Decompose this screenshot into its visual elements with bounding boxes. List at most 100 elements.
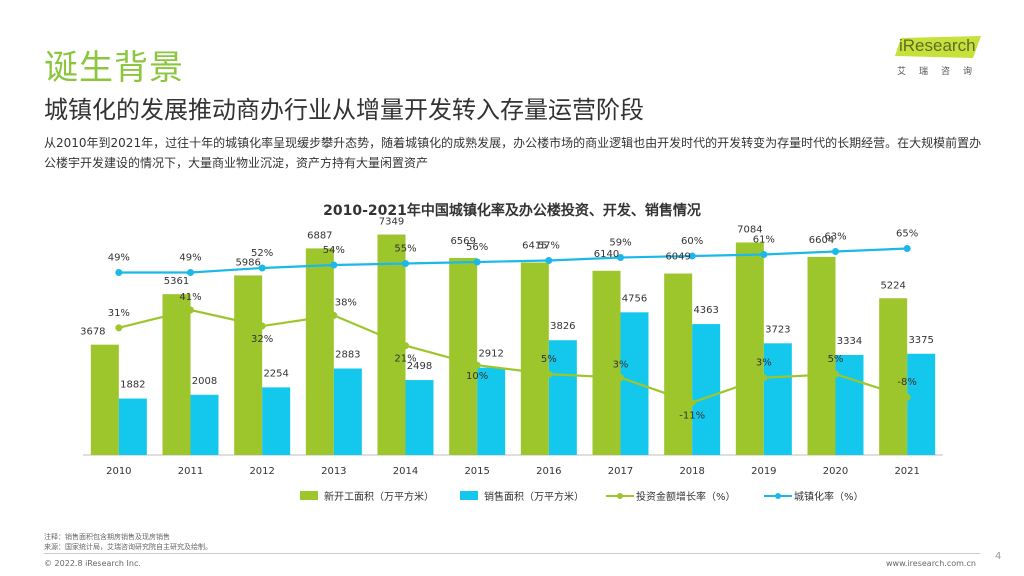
bar-sales — [548, 340, 577, 455]
x-tick-label: 2020 — [823, 466, 848, 477]
x-tick-label: 2019 — [751, 466, 776, 477]
data-label-urbanization: 55% — [394, 244, 416, 255]
data-label-investment-growth: 3% — [756, 358, 772, 369]
point-investment-growth — [115, 324, 123, 332]
x-tick-label: 2012 — [249, 466, 274, 477]
bar-sales — [692, 324, 721, 455]
point-investment-growth — [187, 306, 194, 314]
point-urbanization — [832, 248, 839, 255]
bar-sales — [477, 367, 506, 455]
point-urbanization — [187, 269, 194, 276]
data-label-sales: 2883 — [335, 350, 360, 361]
bar-sales — [405, 380, 434, 455]
data-label-investment-growth: 31% — [108, 308, 130, 319]
x-tick-label: 2015 — [464, 466, 489, 477]
point-urbanization — [688, 252, 696, 260]
data-label-sales: 2498 — [407, 361, 432, 372]
data-label-investment-growth: -8% — [897, 377, 916, 388]
data-label-new-construction: 3678 — [80, 327, 105, 338]
legend-marker — [617, 493, 623, 499]
bar-new-construction — [520, 262, 549, 455]
point-urbanization — [402, 260, 409, 267]
chart-title: 2010-2021年中国城镇化率及办公楼投资、开发、销售情况 — [323, 203, 701, 219]
x-tick-label: 2018 — [679, 466, 704, 477]
x-tick-label: 2011 — [178, 466, 203, 477]
data-label-investment-growth: 3% — [613, 360, 629, 371]
data-label-urbanization: 52% — [251, 248, 273, 259]
page-subtitle: 城镇化的发展推动商办行业从增量开发转入存量运营阶段 — [44, 96, 644, 124]
data-label-investment-growth: 10% — [466, 371, 488, 382]
bar-new-construction — [592, 270, 621, 455]
data-label-investment-growth: 5% — [828, 354, 844, 365]
footnote-source: 来源：国家统计局，艾瑞咨询研究院自主研究及绘制。 — [44, 543, 212, 551]
point-investment-growth — [258, 322, 266, 330]
bar-sales — [763, 343, 792, 455]
data-label-investment-growth: 32% — [251, 334, 273, 345]
data-label-investment-growth: 41% — [179, 292, 201, 303]
data-label-new-construction: 6887 — [307, 230, 332, 241]
data-label-urbanization: 49% — [179, 253, 201, 264]
bar-new-construction — [234, 275, 263, 455]
legend-label: 销售面积（万平方米） — [484, 490, 584, 503]
bar-new-construction — [664, 273, 693, 455]
website-text: www.iresearch.com.cn — [886, 559, 976, 568]
data-label-new-construction: 6569 — [450, 236, 475, 247]
data-label-new-construction: 6140 — [594, 249, 619, 260]
point-investment-growth — [402, 342, 409, 350]
legend-swatch — [460, 491, 478, 500]
data-label-sales: 2254 — [263, 368, 288, 379]
bar-sales — [907, 353, 936, 455]
data-label-new-construction: 7084 — [737, 224, 762, 235]
data-label-sales: 4363 — [693, 305, 718, 316]
point-investment-growth — [545, 370, 553, 378]
logo-wordmark: iResearch — [899, 36, 976, 55]
point-investment-growth — [688, 399, 696, 407]
data-label-new-construction: 5361 — [164, 276, 189, 287]
bar-new-construction — [735, 242, 764, 455]
logo-subtext: 艾瑞咨询 — [897, 67, 986, 77]
data-label-investment-growth: 5% — [541, 354, 557, 365]
data-label-urbanization: 59% — [609, 238, 631, 249]
point-investment-growth — [330, 311, 338, 319]
footer-divider — [44, 553, 980, 554]
data-label-urbanization: 63% — [824, 232, 846, 243]
data-label-new-construction: 6604 — [809, 235, 834, 246]
data-label-new-construction: 6415 — [522, 241, 547, 252]
bar-sales — [333, 368, 362, 455]
point-urbanization — [473, 258, 481, 266]
x-tick-label: 2021 — [894, 466, 919, 477]
x-tick-label: 2013 — [321, 466, 346, 477]
section-title: 诞生背景 — [44, 48, 184, 88]
legend-label: 投资金额增长率（%） — [636, 490, 736, 503]
bar-sales — [835, 354, 864, 455]
bar-new-construction — [879, 298, 908, 455]
legend-marker — [775, 493, 781, 499]
data-label-sales: 1882 — [120, 380, 145, 391]
legend-label: 新开工面积（万平方米） — [324, 490, 434, 503]
legend-label: 城镇化率（%） — [794, 490, 864, 503]
page-number: 4 — [995, 551, 1002, 562]
data-label-investment-growth: 21% — [394, 354, 416, 365]
data-label-new-construction: 6049 — [665, 252, 690, 263]
point-urbanization — [545, 257, 553, 264]
point-investment-growth — [903, 393, 911, 401]
data-label-sales: 2008 — [192, 376, 217, 387]
line-investment-growth — [118, 308, 908, 404]
bar-new-construction — [305, 248, 334, 455]
bar-new-construction — [162, 294, 191, 455]
point-investment-growth — [473, 361, 481, 369]
point-investment-growth — [617, 374, 624, 382]
point-urbanization — [760, 251, 768, 258]
data-label-new-construction: 5986 — [235, 257, 260, 268]
data-label-investment-growth: 38% — [335, 297, 357, 308]
bar-new-construction — [449, 257, 478, 455]
data-label-urbanization: 65% — [896, 229, 918, 240]
data-label-urbanization: 57% — [538, 241, 560, 252]
data-label-sales: 2912 — [478, 349, 503, 360]
data-label-sales: 3334 — [837, 336, 862, 347]
bar-new-construction — [90, 344, 119, 455]
bar-new-construction — [807, 256, 836, 455]
x-tick-label: 2014 — [393, 466, 418, 477]
data-label-urbanization: 49% — [108, 253, 130, 264]
